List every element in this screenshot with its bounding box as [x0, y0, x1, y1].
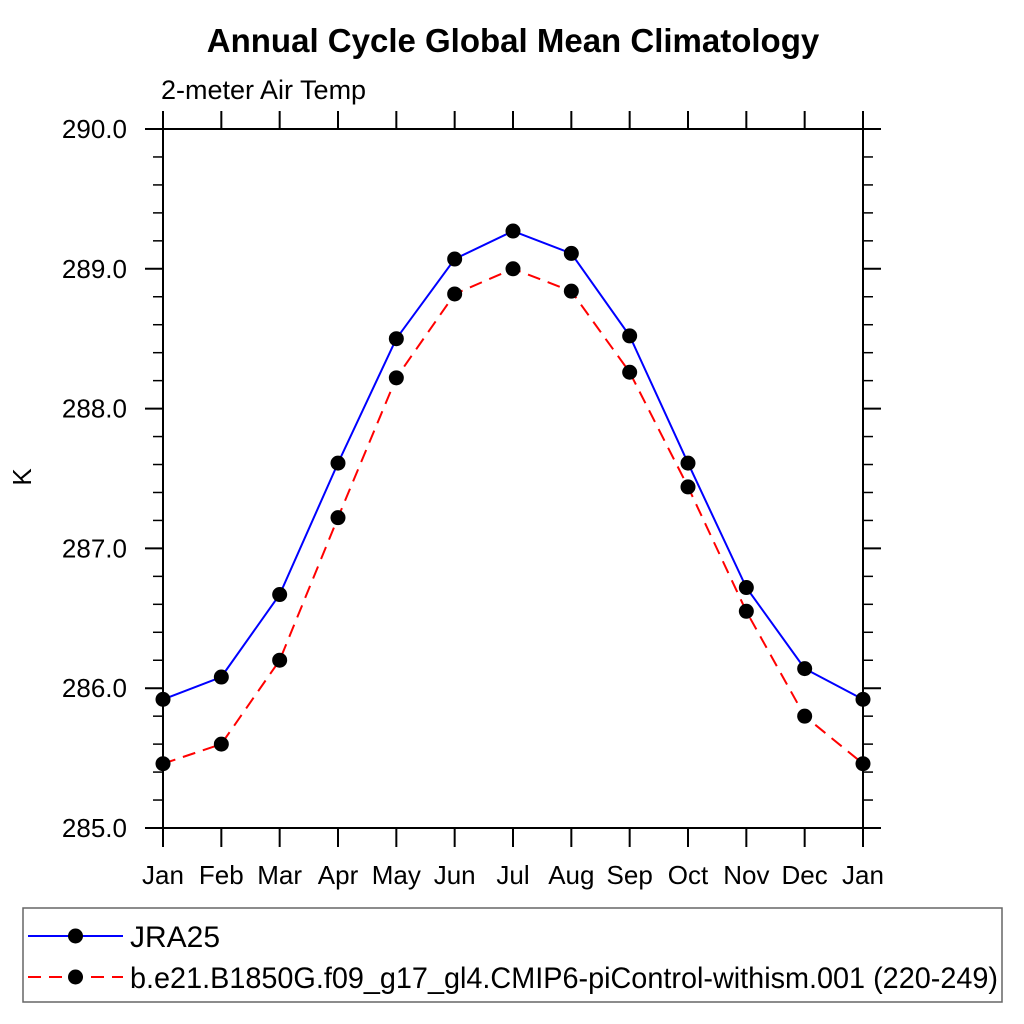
series-line-1	[162, 267, 864, 765]
legend: JRA25 b.e21.B1850G.f09_g17_gl4.CMIP6-piC…	[22, 907, 1003, 1003]
data-point-s1-4	[388, 370, 404, 386]
legend-marker-jra25	[68, 928, 83, 944]
x-tick-label: Apr	[318, 860, 359, 890]
x-tick-label: Jan	[142, 860, 184, 890]
chart-subtitle: 2-meter Air Temp	[161, 75, 366, 105]
legend-label-model: b.e21.B1850G.f09_g17_gl4.CMIP6-piControl…	[130, 962, 998, 995]
data-point-s0-8	[622, 328, 638, 344]
data-point-s0-4	[388, 331, 404, 347]
x-tick-label: Mar	[257, 860, 302, 890]
data-point-s1-1	[213, 736, 229, 752]
data-point-s0-10	[738, 580, 754, 596]
data-point-s1-11	[797, 708, 813, 724]
x-tick-label: Feb	[199, 860, 244, 890]
legend-label-jra25: JRA25	[130, 921, 220, 954]
data-point-s1-5	[447, 286, 463, 302]
x-tick-label: Aug	[548, 860, 594, 890]
x-tick-label: Jan	[842, 860, 884, 890]
data-point-s1-2	[272, 652, 288, 668]
x-tick-label: Dec	[782, 860, 828, 890]
data-point-s0-0	[155, 691, 171, 707]
legend-item-jra25: JRA25	[28, 921, 220, 954]
x-tick-label: May	[372, 860, 421, 890]
data-point-s1-12	[855, 756, 871, 772]
x-tick-label: Jun	[434, 860, 476, 890]
x-tick-label: Oct	[668, 860, 709, 890]
y-tick-label: 287.0	[62, 533, 127, 563]
x-tick-label: Sep	[607, 860, 653, 890]
y-axis-title: K	[7, 468, 37, 486]
x-tick-label: Nov	[723, 860, 769, 890]
data-point-s0-5	[447, 251, 463, 267]
data-point-s0-6	[505, 223, 521, 239]
series-line-0	[162, 230, 864, 701]
legend-marker-model	[68, 969, 83, 985]
legend-box	[22, 907, 1003, 1003]
data-point-s1-3	[330, 510, 346, 526]
y-tick-label: 288.0	[62, 394, 127, 424]
data-point-s0-3	[330, 455, 346, 471]
data-point-s1-9	[680, 479, 696, 495]
data-point-s1-0	[155, 756, 171, 772]
y-tick-label: 289.0	[62, 254, 127, 284]
data-point-s1-6	[505, 261, 521, 277]
data-point-s0-11	[797, 661, 813, 677]
data-point-s0-2	[272, 587, 288, 603]
y-tick-label: 285.0	[62, 813, 127, 843]
data-point-s0-12	[855, 691, 871, 707]
data-point-s1-8	[622, 364, 638, 380]
y-tick-label: 290.0	[62, 114, 127, 144]
x-tick-label: Jul	[496, 860, 529, 890]
plot-area: 285.0 286.0 287.0 288.0 289.0 290.0 Jan Feb Mar A…	[62, 111, 884, 890]
legend-item-model: b.e21.B1850G.f09_g17_gl4.CMIP6-piControl…	[28, 962, 998, 995]
data-point-s1-7	[563, 283, 579, 299]
y-tick-label: 286.0	[62, 673, 127, 703]
data-point-s0-1	[213, 669, 229, 685]
data-point-s0-7	[563, 245, 579, 261]
data-point-s1-10	[738, 603, 754, 619]
chart-title: Annual Cycle Global Mean Climatology	[207, 22, 820, 59]
data-point-s0-9	[680, 455, 696, 471]
